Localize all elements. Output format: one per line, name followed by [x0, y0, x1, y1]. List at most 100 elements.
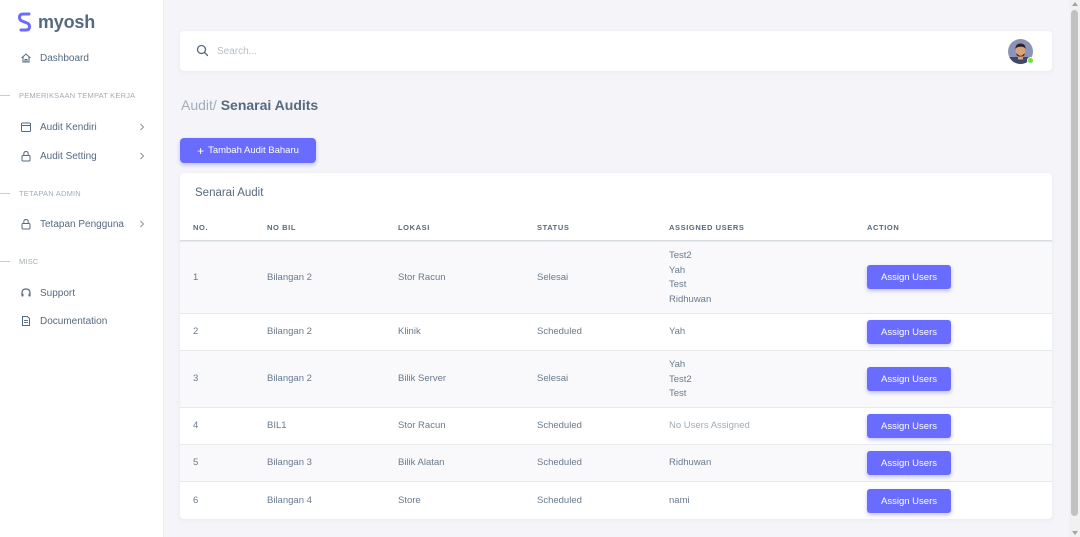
menu-label-tetapan-pengguna: Tetapan Pengguna	[40, 218, 124, 230]
chevron-right-icon	[140, 220, 145, 228]
column-header-assigned-users: ASSIGNED USERS	[669, 223, 745, 232]
assign-users-button[interactable]: Assign Users	[867, 320, 951, 344]
menu-label-audit-kendiri: Audit Kendiri	[40, 121, 97, 133]
table-row: 1 Bilangan 2 Stor Racun Selesai Test2 Ya…	[180, 241, 1052, 313]
table-header-divider	[180, 240, 1052, 241]
chevron-right-icon	[140, 123, 145, 131]
page-title: Audit/ Senarai Audits	[181, 97, 318, 113]
add-audit-label: Tambah Audit Baharu	[208, 145, 299, 156]
page-scrollbar[interactable]	[1069, 0, 1080, 537]
assigned-user: Test	[669, 279, 687, 290]
menu-item-dashboard[interactable]: Dashboard	[0, 48, 164, 68]
cell-no: 4	[193, 420, 199, 431]
home-icon	[21, 53, 31, 63]
cell-no: 2	[193, 326, 199, 337]
menu-label-dashboard: Dashboard	[40, 52, 89, 64]
menu-label-support: Support	[40, 287, 76, 299]
avatar[interactable]	[1008, 39, 1034, 64]
assigned-user: Test2	[669, 373, 692, 385]
assigned-user: Test2	[669, 250, 692, 261]
top-navbar	[180, 31, 1052, 71]
search-input[interactable]	[217, 41, 517, 61]
assigned-user: Yah	[669, 326, 686, 337]
assigned-user: Test	[669, 388, 687, 399]
breadcrumb: Audit/	[181, 97, 217, 113]
cell-no-bil: Bilangan 2	[267, 272, 312, 283]
cell-status: Scheduled	[537, 495, 582, 506]
scroll-down-arrow-icon[interactable]	[1072, 531, 1078, 535]
table-row: 2 Bilangan 2 Klinik Scheduled Yah Assign…	[180, 313, 1052, 350]
brand[interactable]: myosh	[0, 0, 163, 44]
cell-assigned-users: Ridhuwan	[669, 456, 711, 471]
audit-table-card: Senarai Audit NO. NO BIL LOKASI STATUS A…	[180, 173, 1052, 519]
plus-icon: +	[197, 143, 205, 158]
assigned-user: Ridhuwan	[669, 293, 712, 305]
menu-item-audit-setting[interactable]: Audit Setting	[0, 146, 164, 166]
myosh-logo-icon	[18, 12, 32, 32]
assign-users-button[interactable]: Assign Users	[867, 265, 951, 289]
table-row: 3 Bilangan 2 Bilik Server Selesai Yah Te…	[180, 350, 1052, 407]
cell-no-bil: Bilangan 4	[267, 495, 312, 506]
online-status-dot	[1027, 57, 1034, 64]
menu-item-documentation[interactable]: Documentation	[0, 311, 164, 331]
lock-icon	[21, 218, 31, 230]
table-row: 5 Bilangan 3 Bilik Alatan Scheduled Ridh…	[180, 444, 1052, 481]
assigned-user: nami	[669, 495, 690, 506]
cell-no-bil: Bilangan 2	[267, 373, 312, 384]
menu-header-misc: MISC	[0, 255, 164, 267]
assign-users-button[interactable]: Assign Users	[867, 367, 951, 391]
menu-item-support[interactable]: Support	[0, 283, 164, 303]
cell-assigned-users: Test2 Yah Test Ridhuwan	[669, 249, 711, 307]
column-header-lokasi: LOKASI	[398, 223, 430, 232]
cell-no: 6	[193, 495, 199, 506]
column-header-no: NO.	[193, 223, 209, 232]
menu-label-audit-setting: Audit Setting	[40, 150, 97, 162]
scroll-up-arrow-icon[interactable]	[1072, 2, 1078, 6]
cell-lokasi: Bilik Alatan	[398, 457, 445, 468]
column-header-no-bil: NO BIL	[267, 223, 297, 232]
user-avatar-icon	[1008, 39, 1033, 64]
assigned-user: Yah	[669, 264, 686, 276]
card-title: Senarai Audit	[195, 187, 264, 199]
cell-no-bil: Bilangan 2	[267, 326, 312, 337]
assign-users-button[interactable]: Assign Users	[867, 489, 951, 513]
cell-no: 3	[193, 373, 199, 384]
cell-assigned-users: nami	[669, 494, 690, 509]
menu-item-audit-kendiri[interactable]: Audit Kendiri	[0, 117, 164, 137]
cell-status: Selesai	[537, 272, 569, 283]
search-icon	[196, 44, 209, 57]
cell-lokasi: Stor Racun	[398, 420, 446, 431]
cell-lokasi: Bilik Server	[398, 373, 447, 384]
cell-lokasi: Klinik	[398, 326, 421, 337]
page-title-current: Senarai Audits	[220, 97, 319, 113]
table-row: 4 BIL1 Stor Racun Scheduled No Users Ass…	[180, 407, 1052, 444]
menu-header-label: MISC	[19, 256, 39, 266]
headset-icon	[21, 288, 31, 297]
assign-users-button[interactable]: Assign Users	[867, 414, 951, 438]
cell-no: 5	[193, 457, 199, 468]
cell-status: Scheduled	[537, 326, 582, 337]
cell-status: Scheduled	[537, 457, 582, 468]
menu-item-tetapan-pengguna[interactable]: Tetapan Pengguna	[0, 214, 164, 234]
cell-no-bil: BIL1	[267, 420, 287, 431]
assign-users-button[interactable]: Assign Users	[867, 451, 951, 475]
calendar-icon	[21, 122, 31, 132]
assigned-user: Yah	[669, 359, 686, 370]
cell-status: Scheduled	[537, 420, 582, 431]
cell-status: Selesai	[537, 373, 569, 384]
chevron-right-icon	[140, 152, 145, 160]
document-icon	[22, 316, 30, 326]
cell-lokasi: Stor Racun	[398, 272, 446, 283]
cell-lokasi: Store	[398, 495, 421, 506]
scroll-thumb[interactable]	[1071, 10, 1078, 516]
add-audit-button[interactable]: + Tambah Audit Baharu	[180, 138, 316, 163]
brand-name: myosh	[38, 11, 96, 32]
menu-header-pemeriksaan: PEMERIKSAAN TEMPAT KERJA	[0, 89, 164, 101]
cell-no-bil: Bilangan 3	[267, 457, 312, 468]
lock-icon	[21, 150, 31, 162]
cell-no: 1	[193, 272, 199, 283]
menu-header-label: TETAPAN ADMIN	[19, 188, 81, 198]
column-header-status: STATUS	[537, 223, 570, 232]
column-header-action: ACTION	[867, 223, 900, 232]
menu-label-documentation: Documentation	[40, 315, 108, 327]
